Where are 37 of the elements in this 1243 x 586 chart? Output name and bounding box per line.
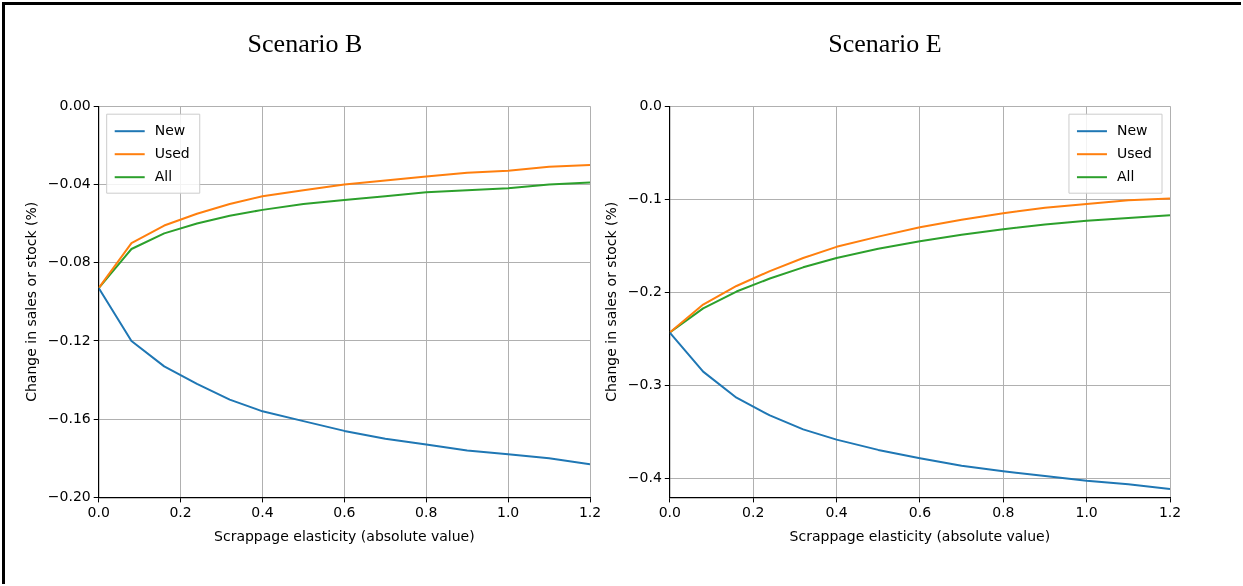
y-axis-title: Change in sales or stock (%)	[23, 201, 40, 402]
legend-label: All	[154, 167, 173, 184]
chart-title: Scenario E	[828, 29, 942, 59]
x-tick-label: 0.4	[825, 504, 848, 521]
x-tick-label: 0.0	[658, 504, 681, 521]
legend-label: New	[154, 121, 186, 138]
x-tick-label: 0.8	[415, 504, 438, 521]
y-tick-label: −0.08	[47, 253, 91, 270]
legend-label: Used	[154, 144, 190, 161]
y-tick-label: −0.4	[627, 469, 662, 486]
x-tick-label: 1.2	[1158, 504, 1182, 521]
y-tick-label: −0.12	[47, 331, 91, 348]
legend-label: Used	[1116, 144, 1153, 161]
x-tick-label: 0.2	[169, 504, 192, 521]
x-axis-title: Scrappage elasticity (absolute value)	[789, 528, 1051, 545]
y-axis-title: Change in sales or stock (%)	[603, 201, 620, 402]
x-tick-label: 0.6	[908, 504, 932, 521]
legend-label: New	[1116, 121, 1148, 138]
y-tick-label: −0.2	[627, 283, 662, 300]
x-tick-label: 0.4	[251, 504, 274, 521]
x-tick-label: 1.0	[1075, 504, 1098, 521]
y-tick-label: −0.04	[47, 175, 91, 192]
x-tick-label: 1.2	[578, 504, 602, 521]
y-tick-label: −0.1	[627, 189, 662, 206]
x-tick-label: 0.2	[742, 504, 765, 521]
y-tick-label: 0.00	[59, 96, 91, 113]
x-axis-title: Scrappage elasticity (absolute value)	[214, 528, 475, 545]
y-tick-label: −0.3	[627, 376, 662, 393]
y-tick-label: −0.16	[47, 409, 91, 426]
x-tick-label: 0.0	[87, 504, 110, 521]
x-tick-label: 1.0	[496, 504, 520, 521]
y-tick-label: −0.20	[47, 488, 91, 505]
chart-title: Scenario B	[247, 29, 363, 59]
x-tick-label: 0.6	[333, 504, 356, 521]
y-tick-label: 0.0	[639, 96, 662, 113]
legend-label: All	[1116, 167, 1135, 184]
x-tick-label: 0.8	[992, 504, 1015, 521]
